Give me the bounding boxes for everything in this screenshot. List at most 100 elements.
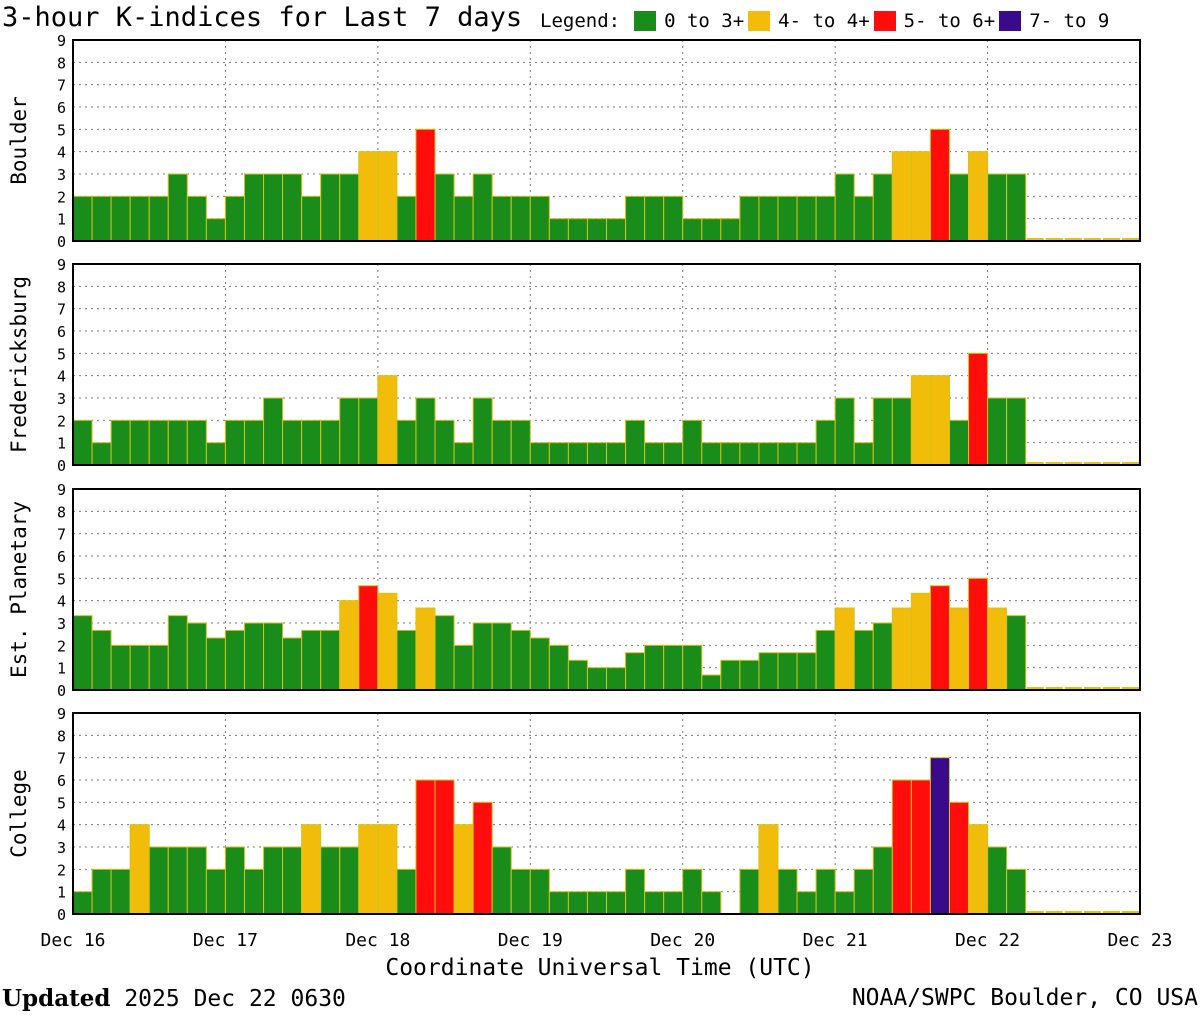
kindex-bar <box>682 419 703 466</box>
kindex-bar <box>872 397 893 466</box>
kindex-bar <box>129 419 150 466</box>
kindex-bar <box>586 667 607 691</box>
kindex-bar <box>834 173 855 242</box>
kindex-bar <box>453 195 474 242</box>
kindex-bar <box>606 891 627 915</box>
kindex-bar <box>625 419 646 466</box>
kindex-bar <box>948 607 970 691</box>
kindex-bar <box>148 419 169 466</box>
kindex-bar <box>567 659 588 691</box>
kindex-bar <box>758 824 779 915</box>
kindex-bar <box>968 577 989 691</box>
kindex-bar <box>415 397 436 466</box>
kindex-bar <box>491 846 512 915</box>
no-data-marker <box>1026 687 1044 690</box>
kindex-bar <box>282 846 303 915</box>
kindex-bar <box>453 644 474 691</box>
updated-value: 2025 Dec 22 0630 <box>124 986 346 1012</box>
y-tick-label: 0 <box>57 457 66 475</box>
no-data-marker <box>1083 462 1101 465</box>
no-data-marker <box>1045 687 1063 690</box>
kindex-bar <box>586 891 607 915</box>
kindex-bar <box>663 644 684 691</box>
kindex-bar <box>625 652 646 691</box>
kindex-bar <box>453 442 474 466</box>
kindex-bar <box>453 824 474 915</box>
kindex-bar <box>72 615 93 691</box>
kindex-bar <box>815 868 836 915</box>
kindex-bar <box>529 868 550 915</box>
no-data-marker <box>1121 687 1139 690</box>
kindex-bar <box>282 637 303 691</box>
kindex-bar <box>129 824 150 915</box>
kindex-bar <box>186 622 207 691</box>
kindex-bar <box>625 868 646 915</box>
kindex-bar <box>320 173 341 242</box>
y-tick-label: 0 <box>57 682 66 700</box>
y-tick-label: 2 <box>57 637 66 655</box>
kindex-bar <box>548 442 569 466</box>
panel-label: Est. Planetary <box>7 501 31 678</box>
kindex-bar <box>110 195 131 242</box>
kindex-bar <box>872 173 893 242</box>
kindex-bar <box>377 824 398 915</box>
kindex-bar <box>129 644 150 691</box>
kindex-bar <box>72 891 93 915</box>
no-data-marker <box>1121 462 1139 465</box>
kindex-bar <box>320 629 341 691</box>
kindex-bar <box>339 846 360 915</box>
legend-text-quiet: 0 to 3+ <box>664 10 745 32</box>
y-tick-label: 4 <box>57 593 66 611</box>
no-data-marker <box>1026 462 1044 465</box>
y-tick-label: 9 <box>57 481 66 499</box>
kindex-bar <box>339 397 360 466</box>
kindex-bar <box>682 868 703 915</box>
y-tick-label: 4 <box>57 144 66 162</box>
kindex-bar <box>548 644 569 691</box>
legend-text-active: 4- to 4+ <box>778 10 870 32</box>
kindex-bar <box>491 419 512 466</box>
kindex-bar <box>796 195 817 242</box>
kindex-bar <box>739 659 760 691</box>
kindex-bar <box>663 195 684 242</box>
y-tick-label: 5 <box>57 121 66 139</box>
kindex-bar <box>891 397 912 466</box>
y-tick-label: 8 <box>57 278 66 296</box>
kindex-bar <box>243 419 265 466</box>
kindex-bar <box>567 218 588 242</box>
y-tick-label: 9 <box>57 705 66 723</box>
kindex-bar <box>929 585 950 691</box>
kindex-bar <box>853 195 874 242</box>
kindex-bar <box>320 846 341 915</box>
kindex-bar <box>910 151 931 242</box>
kindex-bar <box>625 195 646 242</box>
kindex-bar <box>701 442 722 466</box>
kindex-bar <box>110 644 131 691</box>
kindex-bar <box>948 419 970 466</box>
y-tick-label: 5 <box>57 570 66 588</box>
kindex-bar <box>987 173 1008 242</box>
kindex-bar <box>263 173 284 242</box>
kindex-bar <box>720 659 741 691</box>
y-tick-label: 2 <box>57 188 66 206</box>
kindex-bar <box>529 637 550 691</box>
kindex-bar <box>186 846 207 915</box>
kindex-bar <box>148 644 169 691</box>
kindex-bar <box>739 195 760 242</box>
kindex-bar <box>682 644 703 691</box>
kindex-bar <box>282 173 303 242</box>
kindex-bar <box>91 442 112 466</box>
kindex-bar <box>891 607 912 691</box>
no-data-marker <box>1045 911 1063 914</box>
kindex-bar <box>91 868 112 915</box>
kindex-bar <box>224 419 245 466</box>
kindex-bar <box>167 419 188 466</box>
y-tick-label: 7 <box>57 77 66 95</box>
y-tick-label: 9 <box>57 256 66 274</box>
kindex-bar <box>415 128 436 242</box>
x-tick-label: Dec 19 <box>498 930 563 950</box>
kindex-bar <box>606 218 627 242</box>
kindex-bar <box>758 652 779 691</box>
kindex-bar <box>948 801 970 915</box>
y-tick-label: 3 <box>57 390 66 408</box>
